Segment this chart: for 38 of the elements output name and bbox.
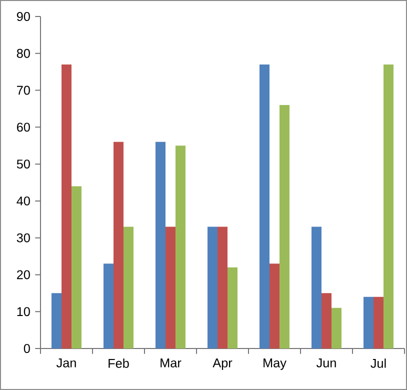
bar: [384, 64, 394, 348]
bar: [228, 267, 238, 348]
y-tick-label: 40: [16, 196, 30, 206]
bar: [166, 226, 176, 348]
y-tick-label: 50: [16, 160, 30, 169]
y-tick-label: 30: [16, 233, 30, 242]
x-tick-label: Jan: [56, 358, 76, 368]
y-tick-label: 20: [16, 270, 30, 280]
bar: [270, 264, 280, 348]
x-tick-label: Apr: [212, 358, 232, 370]
y-tick-label: 90: [16, 12, 30, 21]
bar: [208, 226, 218, 348]
bar: [280, 105, 290, 348]
x-tick-label: May: [264, 358, 286, 370]
bar: [322, 293, 332, 348]
bar: [52, 293, 62, 348]
y-tick-label: 70: [17, 86, 30, 95]
x-tick-label: Feb: [108, 358, 129, 368]
y-tick-label: 60: [17, 122, 30, 132]
bar: [114, 142, 124, 348]
bar: [124, 226, 134, 348]
bar: [104, 264, 114, 348]
bar: [312, 226, 322, 348]
bar: [218, 226, 228, 348]
y-tick-label: 0: [24, 344, 30, 353]
y-tick-label: 80: [16, 48, 30, 58]
bar: [72, 186, 82, 348]
bar: [332, 308, 342, 348]
bar: [364, 296, 374, 348]
y-tick-label: 10: [17, 307, 30, 316]
bar: [176, 146, 186, 348]
bar: [156, 142, 166, 348]
x-tick-label: Jul: [370, 358, 386, 368]
x-tick-label: Mar: [160, 358, 182, 368]
bar: [260, 64, 270, 348]
x-tick-label: Jun: [316, 358, 336, 368]
bar: [374, 296, 384, 348]
bar: [62, 64, 72, 348]
